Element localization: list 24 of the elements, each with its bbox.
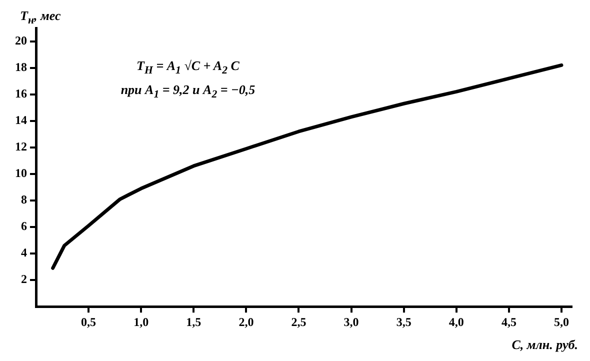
- x-tick-label: 2,0: [238, 314, 254, 329]
- y-tick-label: 8: [21, 192, 27, 207]
- y-tick-label: 20: [15, 33, 27, 48]
- x-tick-label: 5,0: [554, 314, 569, 329]
- x-tick-label: 1,5: [186, 314, 202, 329]
- x-tick-label: 4,0: [448, 314, 464, 329]
- y-tick-label: 14: [15, 112, 27, 127]
- y-tick-label: 12: [15, 139, 27, 154]
- x-tick-label: 2,5: [291, 314, 306, 329]
- y-axis-title: T$_{н}$, мес: [20, 8, 61, 27]
- y-tick-label: 10: [15, 166, 27, 180]
- x-tick-label: 4,5: [501, 314, 516, 329]
- annotation: при A$_{1}$ = 9,2 и A$_{2}$ = −0,5: [120, 82, 256, 101]
- y-tick-label: 16: [15, 86, 27, 100]
- x-axis-title: C, млн. руб.: [512, 337, 578, 353]
- y-tick-label: 18: [15, 60, 27, 74]
- annotation: T$_{Н}$ = A$_{1}$ √C + A$_{2}$ C: [136, 58, 240, 77]
- x-tick-label: 3,5: [396, 314, 412, 329]
- x-tick-label: 0,5: [81, 314, 96, 329]
- y-tick-label: 4: [21, 246, 27, 260]
- y-tick-label: 2: [21, 272, 27, 286]
- x-tick-label: 3,0: [344, 314, 359, 329]
- y-tick-label: 6: [21, 219, 27, 234]
- x-tick-label: 1,0: [134, 314, 149, 329]
